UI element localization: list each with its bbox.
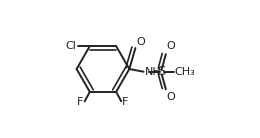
Text: F: F bbox=[122, 97, 128, 107]
Text: Cl: Cl bbox=[66, 41, 76, 51]
Text: O: O bbox=[167, 92, 176, 102]
Text: CH₃: CH₃ bbox=[175, 67, 195, 77]
Text: F: F bbox=[77, 97, 83, 107]
Text: O: O bbox=[167, 41, 176, 51]
Text: O: O bbox=[136, 37, 145, 47]
Text: NH: NH bbox=[145, 67, 162, 77]
Text: S: S bbox=[158, 65, 166, 78]
